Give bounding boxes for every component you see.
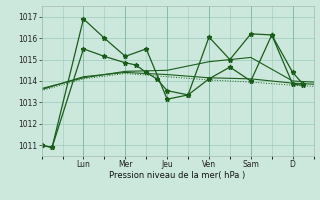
X-axis label: Pression niveau de la mer( hPa ): Pression niveau de la mer( hPa ) <box>109 171 246 180</box>
